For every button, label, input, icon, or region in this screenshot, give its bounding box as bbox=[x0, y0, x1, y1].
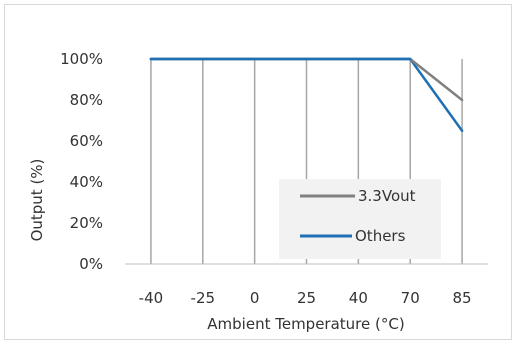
y-tick-20: 20% bbox=[70, 214, 103, 232]
x-tick-0: 0 bbox=[250, 289, 260, 307]
x-tick-25: -25 bbox=[191, 289, 216, 307]
legend: 3.3Vout Others bbox=[279, 179, 441, 259]
x-axis-title: Ambient Temperature (°C) bbox=[207, 315, 404, 333]
x-tick-labels: -40 -25 0 25 40 70 85 bbox=[139, 289, 472, 307]
series-layer bbox=[149, 57, 464, 132]
legend-background bbox=[279, 179, 441, 259]
y-axis-title: Output (%) bbox=[28, 159, 46, 242]
y-tick-40: 40% bbox=[70, 173, 103, 191]
x-tick-85: 85 bbox=[453, 289, 472, 307]
y-tick-labels: 0% 20% 40% 60% 80% 100% bbox=[60, 50, 103, 273]
y-tick-80: 80% bbox=[70, 91, 103, 109]
legend-label-3-3vout: 3.3Vout bbox=[358, 187, 416, 205]
x-tick-40: 40 bbox=[349, 289, 368, 307]
y-tick-0: 0% bbox=[79, 255, 103, 273]
legend-label-others: Others bbox=[355, 227, 406, 245]
x-tick-25: 25 bbox=[297, 289, 316, 307]
x-tick-40: -40 bbox=[139, 289, 164, 307]
y-tick-60: 60% bbox=[70, 132, 103, 150]
y-tick-100: 100% bbox=[60, 50, 103, 68]
x-tick-70: 70 bbox=[401, 289, 420, 307]
